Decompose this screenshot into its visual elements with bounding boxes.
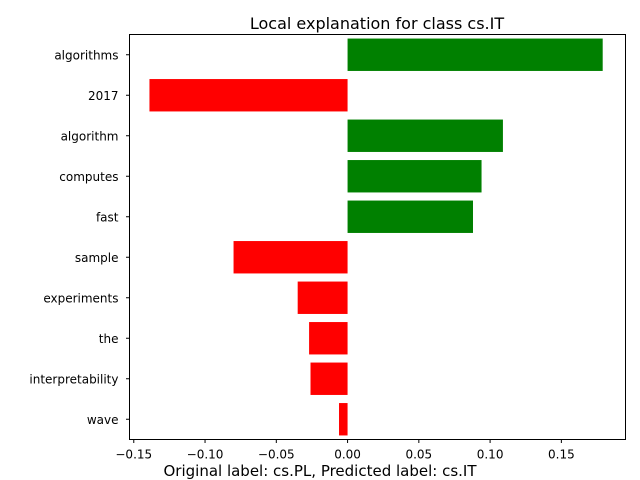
bars-group (149, 38, 603, 436)
bar-the (309, 322, 348, 355)
bar-sample (233, 241, 348, 274)
chart-caption: Original label: cs.PL, Predicted label: … (163, 462, 477, 480)
bar-interpretability (310, 362, 348, 395)
plot-frame (129, 34, 626, 440)
bar-fast (347, 200, 473, 233)
y-tick-label: computes (59, 170, 118, 184)
y-tick-label: sample (75, 251, 119, 265)
y-axis-ticks: algorithms 2017 algorithm computes fast sampl… (29, 48, 130, 427)
bar-2017 (149, 79, 348, 112)
x-tick-label: 0.00 (334, 448, 361, 462)
x-tick-label: 0.15 (548, 448, 575, 462)
x-axis-ticks: −0.15 −0.10 −0.05 0.00 0.05 0.10 0.15 (115, 439, 575, 462)
x-tick-label: −0.05 (258, 448, 295, 462)
x-tick-label: 0.05 (405, 448, 432, 462)
y-tick-label: algorithms (54, 48, 118, 62)
x-tick-label: −0.15 (115, 448, 152, 462)
y-tick-label: the (99, 332, 119, 346)
y-tick-label: 2017 (88, 89, 119, 103)
y-tick-label: fast (96, 210, 119, 224)
bar-wave (339, 403, 348, 436)
chart-title: Local explanation for class cs.IT (250, 14, 505, 33)
y-tick-label: algorithm (61, 129, 119, 143)
y-tick-label: experiments (43, 291, 118, 305)
bar-algorithm (347, 119, 503, 152)
bar-experiments (297, 281, 348, 314)
y-tick-label: wave (87, 413, 119, 427)
y-tick-label: interpretability (29, 372, 118, 386)
bar-computes (347, 160, 482, 193)
bar-algorithms (347, 38, 603, 71)
x-tick-label: 0.10 (477, 448, 504, 462)
x-tick-label: −0.10 (187, 448, 224, 462)
